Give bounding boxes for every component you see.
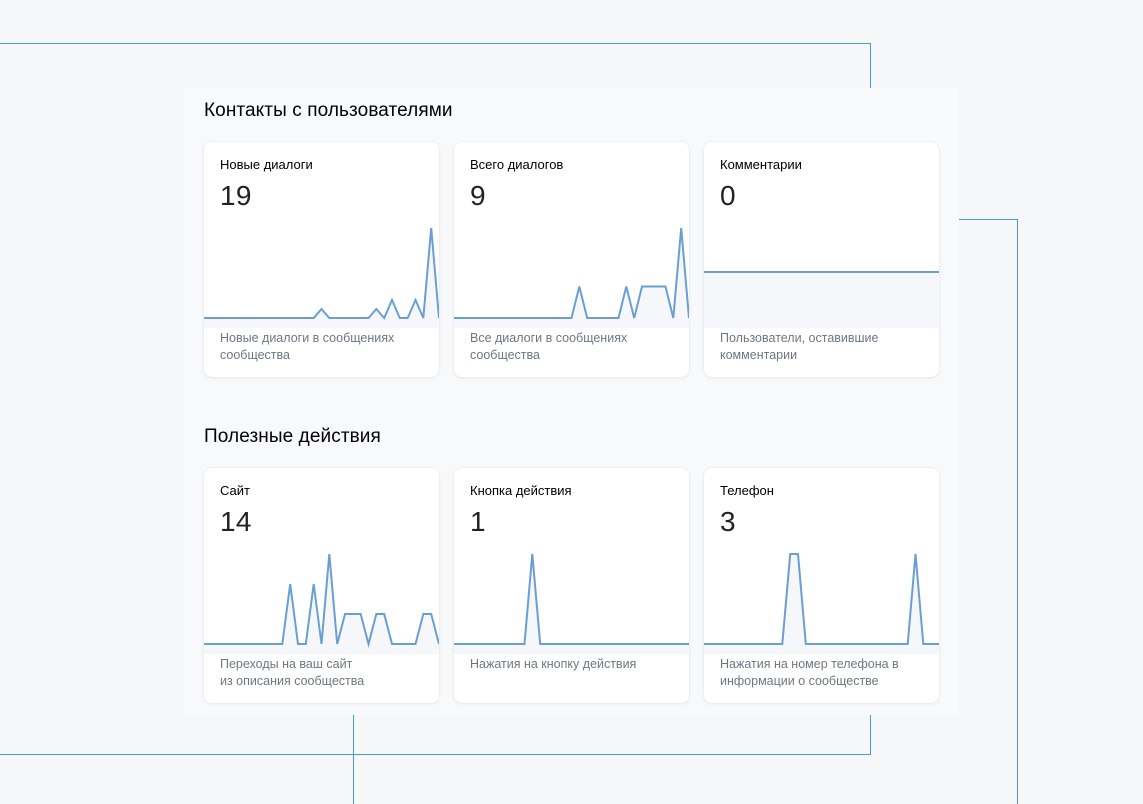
card-title: Комментарии <box>720 157 802 172</box>
sparkline-area <box>204 228 439 328</box>
sparkline-line <box>204 227 439 320</box>
card-title: Новые диалоги <box>220 157 313 172</box>
decorative-line <box>0 43 871 44</box>
card-title: Телефон <box>720 483 774 498</box>
stat-card-comments[interactable]: Комментарии 0 Пользователи, оставившие к… <box>704 142 939 377</box>
section-title-contacts: Контакты с пользователями <box>204 100 453 121</box>
stat-card-phone[interactable]: Телефон 3 Нажатия на номер телефона в ин… <box>704 468 939 703</box>
stat-card-site[interactable]: Сайт 14 Переходы на ваш сайт из описания… <box>204 468 439 703</box>
card-value: 1 <box>470 506 486 537</box>
card-description: Новые диалоги в сообщениях сообщества <box>220 331 395 362</box>
decorative-line <box>0 754 871 755</box>
sparkline-line <box>204 553 439 648</box>
stat-card-total-dialogs[interactable]: Всего диалогов 9 Все диалоги в сообщения… <box>454 142 689 377</box>
card-value: 0 <box>720 180 736 211</box>
section-title-useful-actions: Полезные действия <box>204 426 381 447</box>
stat-card-action-button[interactable]: Кнопка действия 1 Нажатия на кнопку дейс… <box>454 468 689 703</box>
card-title: Сайт <box>220 483 250 498</box>
card-title: Кнопка действия <box>470 483 572 498</box>
card-description: Все диалоги в сообщениях сообщества <box>470 331 628 362</box>
sparkline-chart <box>704 271 939 328</box>
stats-panel: Контакты с пользователями Новые диалоги … <box>184 88 959 715</box>
card-description: Пользователи, оставившие комментарии <box>720 331 879 362</box>
sparkline-area <box>704 554 939 654</box>
card-value: 19 <box>220 180 252 211</box>
card-description: Нажатия на кнопку действия <box>470 657 637 671</box>
sparkline-area <box>454 228 689 328</box>
stat-card-new-dialogs[interactable]: Новые диалоги 19 Новые диалоги в сообщен… <box>204 142 439 377</box>
decorative-line <box>870 715 871 755</box>
sparkline-area <box>204 554 439 654</box>
decorative-line <box>870 43 871 88</box>
sparkline-line <box>704 553 939 645</box>
card-description: Нажатия на номер телефона в информации о… <box>720 657 899 688</box>
sparkline-chart <box>454 553 689 654</box>
decorative-line <box>353 715 354 804</box>
sparkline-line <box>454 227 689 319</box>
card-description: Переходы на ваш сайт из описания сообщес… <box>220 657 365 688</box>
card-title: Всего диалогов <box>470 157 564 172</box>
sparkline-chart <box>204 227 439 328</box>
card-value: 3 <box>720 506 736 537</box>
card-value: 14 <box>220 506 252 537</box>
contacts-cards: Новые диалоги 19 Новые диалоги в сообщен… <box>204 142 939 377</box>
sparkline-chart <box>704 553 939 654</box>
decorative-line <box>1017 219 1018 804</box>
sparkline-chart <box>454 227 689 328</box>
sparkline-area <box>454 554 689 654</box>
actions-cards: Сайт 14 Переходы на ваш сайт из описания… <box>204 468 939 703</box>
card-value: 9 <box>470 180 486 211</box>
sparkline-chart <box>204 553 439 654</box>
sparkline-area <box>704 272 939 328</box>
decorative-line <box>959 219 1018 220</box>
sparkline-line <box>454 553 689 645</box>
